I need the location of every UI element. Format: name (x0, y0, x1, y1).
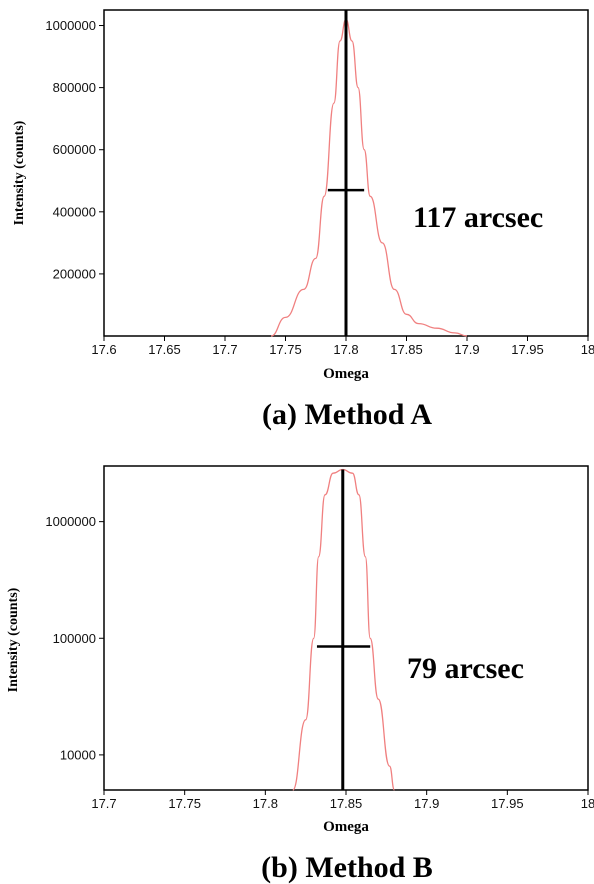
x-tick-label: 17.8 (253, 796, 278, 811)
x-tick-label: 17.6 (91, 342, 116, 357)
y-tick-label: 100000 (53, 631, 96, 646)
y-tick-label: 600000 (53, 142, 96, 157)
x-tick-label: 17.65 (148, 342, 181, 357)
x-tick-label: 17.85 (390, 342, 423, 357)
x-tick-label: 17.9 (414, 796, 439, 811)
y-tick-label: 200000 (53, 266, 96, 281)
x-tick-label: 17.8 (333, 342, 358, 357)
x-tick-label: 18 (581, 796, 594, 811)
y-tick-label: 10000 (60, 747, 96, 762)
y-tick-label: 1000000 (45, 514, 96, 529)
chart-b-series-line (292, 468, 396, 791)
x-tick-label: 17.75 (168, 796, 201, 811)
x-tick-label: 17.75 (269, 342, 302, 357)
chart-a-fwhm-annotation: 117 arcsec (413, 201, 543, 234)
chart-a-x-axis-label: Omega (323, 366, 369, 382)
chart-a-x-ticks: 17.6 17.65 17.7 17.75 17.8 17.85 17.9 17.95 18 (91, 336, 594, 357)
chart-b-x-ticks: 17.7 17.75 17.8 17.85 17.9 17.95 18 (91, 790, 594, 811)
x-tick-label: 17.95 (511, 342, 544, 357)
x-tick-label: 17.7 (91, 796, 116, 811)
chart-a-series-line (270, 18, 468, 337)
chart-b-plot-frame (103, 465, 589, 791)
y-tick-label: 1000000 (45, 18, 96, 33)
x-tick-label: 18 (581, 342, 594, 357)
chart-b-y-ticks: 10000 100000 1000000 (45, 514, 104, 762)
y-tick-label: 400000 (53, 204, 96, 219)
chart-a-y-axis-label: Intensity (counts) (12, 120, 27, 225)
x-tick-label: 17.7 (212, 342, 237, 357)
chart-a-y-ticks: 200000 400000 600000 800000 1000000 (45, 18, 104, 281)
x-tick-label: 17.85 (330, 796, 363, 811)
chart-a-caption: (a) Method A (262, 398, 432, 431)
x-tick-label: 17.9 (454, 342, 479, 357)
chart-b-caption: (b) Method B (261, 851, 433, 884)
x-tick-label: 17.95 (491, 796, 524, 811)
chart-b-fwhm-annotation: 79 arcsec (407, 652, 524, 685)
y-tick-label: 800000 (53, 80, 96, 95)
chart-b-x-axis-label: Omega (323, 819, 369, 835)
chart-b-y-axis-label: Intensity (counts) (6, 587, 21, 692)
